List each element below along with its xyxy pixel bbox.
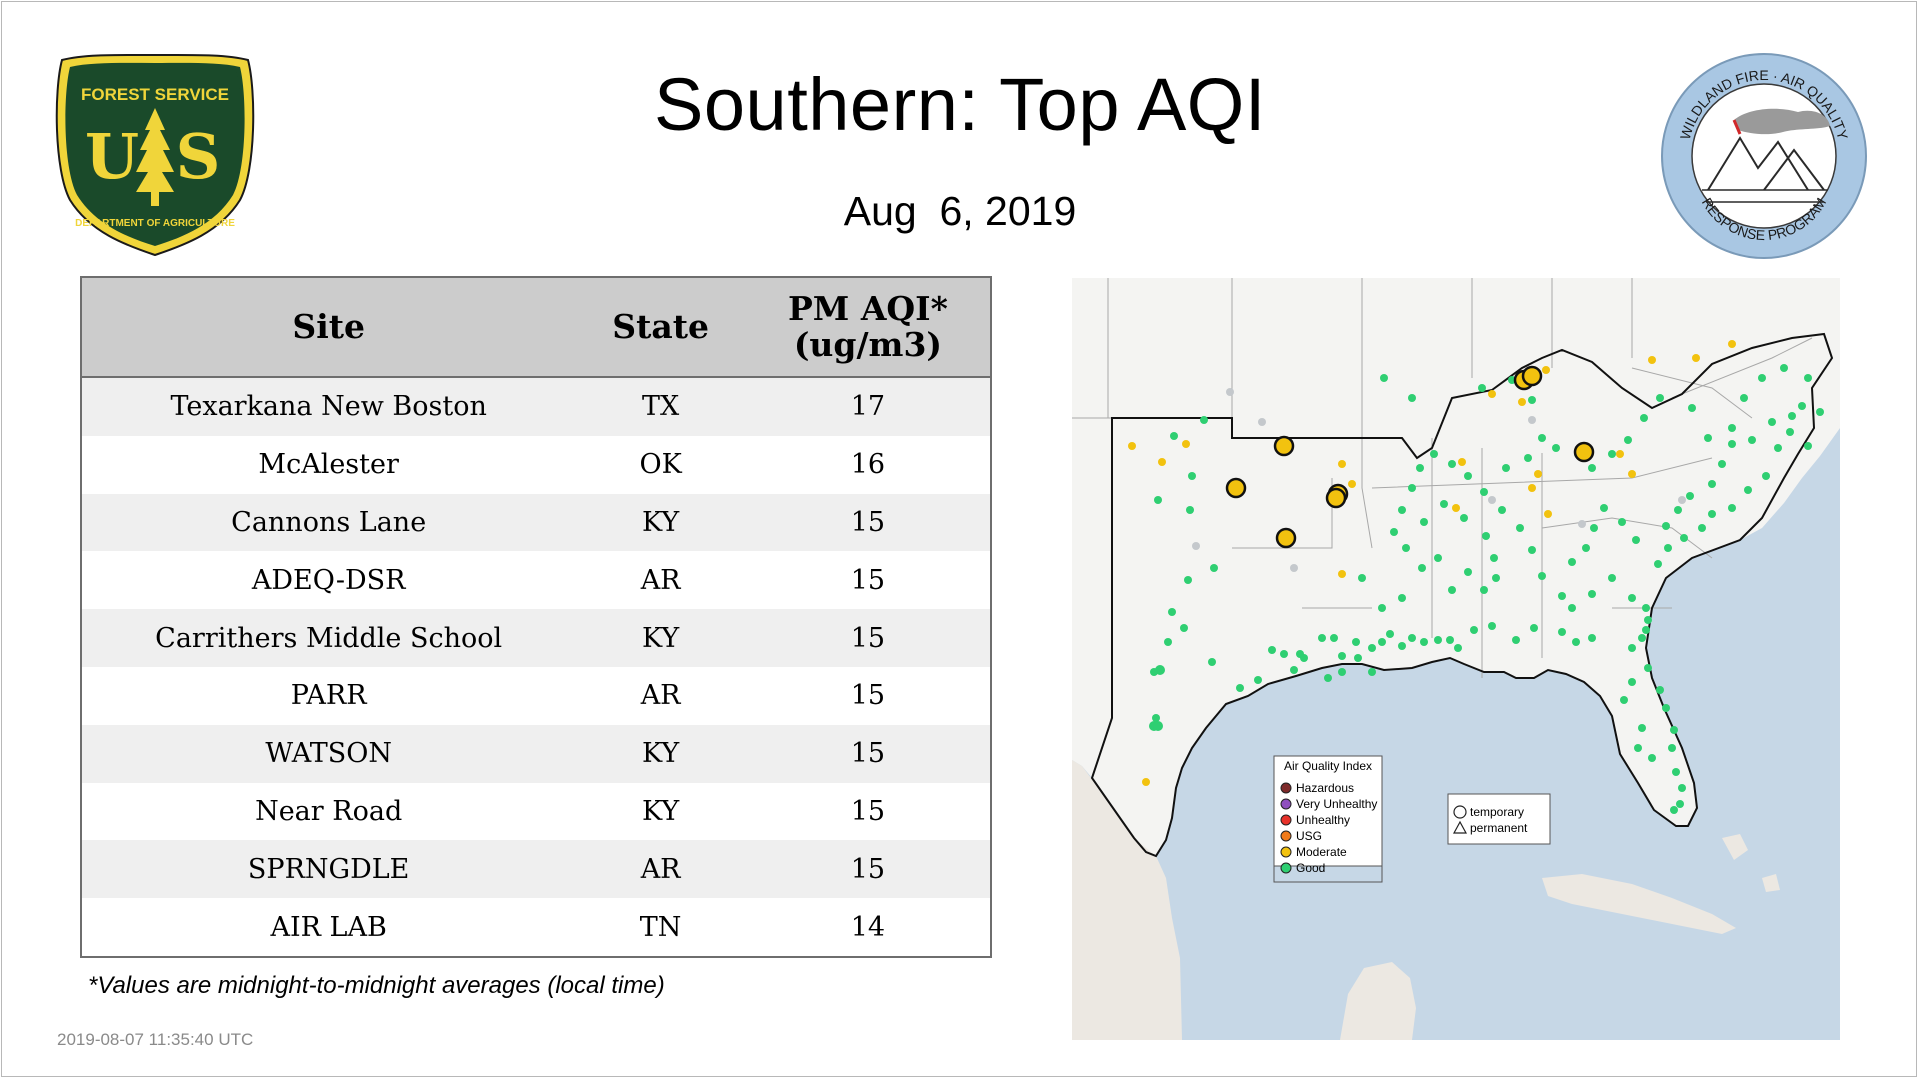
table-row: AIR LAB TN 14 <box>81 898 991 957</box>
top-aqi-site-markers <box>1225 365 1595 549</box>
state-cell: AR <box>575 551 746 610</box>
state-cell: TN <box>575 898 746 957</box>
bahamas-landmass <box>1722 834 1780 892</box>
state-cell: KY <box>575 724 746 783</box>
site-cell: Texarkana New Boston <box>81 377 576 436</box>
averages-footnote: *Values are midnight-to-midnight average… <box>88 972 665 999</box>
aqi-legend-border <box>1273 755 1383 883</box>
moderate-swatch <box>1280 846 1292 858</box>
site-cell: WATSON <box>81 724 576 783</box>
table-row: McAlester OK 16 <box>81 435 991 494</box>
site-cell: Near Road <box>81 782 576 841</box>
aqi-cell: 15 <box>745 840 991 899</box>
svg-text:S: S <box>176 120 221 193</box>
table-row: WATSON KY 15 <box>81 724 991 783</box>
state-cell: AR <box>575 666 746 725</box>
good-site-markers <box>1149 364 1824 814</box>
state-cell: TX <box>575 377 746 436</box>
table-row: SPRNGDLE AR 15 <box>81 840 991 899</box>
site-cell: Carrithers Middle School <box>81 609 576 667</box>
usg-swatch <box>1280 830 1292 842</box>
aqi-cell: 15 <box>745 782 991 841</box>
state-cell: KY <box>575 493 746 552</box>
table-row: Near Road KY 15 <box>81 782 991 841</box>
table-header-row: Site State PM AQI* (ug/m3) <box>81 277 991 378</box>
unhealthy-swatch <box>1280 814 1292 826</box>
table-row: Cannons Lane KY 15 <box>81 493 991 552</box>
aqi-cell: 15 <box>745 609 991 667</box>
svg-text:U: U <box>85 120 139 193</box>
shape-legend: temporary permanent <box>1447 793 1551 845</box>
aqi-cell: 15 <box>745 493 991 552</box>
state-cell: OK <box>575 435 746 494</box>
yucatan-landmass <box>1340 962 1416 1040</box>
southern-region-outline <box>1090 332 1834 858</box>
aqi-legend-box <box>1273 755 1383 867</box>
moderate-site-markers <box>1128 340 1736 786</box>
site-cell: SPRNGDLE <box>81 840 576 899</box>
column-header-state: State <box>575 277 746 378</box>
state-cell: AR <box>575 840 746 899</box>
page-title: Southern: Top AQI <box>654 63 1266 146</box>
unhealthy-label: Unhealthy <box>1296 813 1350 827</box>
aqi-cell: 16 <box>745 435 991 494</box>
aqi-legend: Air Quality Index Hazardous Very Unhealt… <box>1273 755 1383 875</box>
site-cell: PARR <box>81 666 576 725</box>
svg-text:FOREST SERVICE: FOREST SERVICE <box>81 85 229 104</box>
report-date: Aug 6, 2019 <box>843 188 1077 234</box>
site-cell: ADEQ-DSR <box>81 551 576 610</box>
temporary-circle-icon <box>1453 805 1467 819</box>
table-row: PARR AR 15 <box>81 666 991 725</box>
nodata-site-markers <box>1192 388 1686 572</box>
pm-aqi-header-line1: PM AQI* <box>787 289 948 328</box>
table-row: Carrithers Middle School KY 15 <box>81 609 991 667</box>
good-swatch <box>1280 862 1292 874</box>
shape-legend-box <box>1447 793 1551 845</box>
cuba-landmass <box>1542 874 1736 934</box>
very-unhealthy-swatch <box>1280 798 1292 810</box>
very-unhealthy-label: Very Unhealthy <box>1296 797 1377 811</box>
state-cell: KY <box>575 609 746 667</box>
site-cell: AIR LAB <box>81 898 576 957</box>
wildland-fire-air-quality-logo: WILDLAND FIRE · AIR QUALITY RESPONSE PRO… <box>1661 53 1867 259</box>
permanent-triangle-icon <box>1452 820 1468 834</box>
southern-aqi-map: Air Quality Index Hazardous Very Unhealt… <box>1072 278 1840 1040</box>
moderate-label: Moderate <box>1296 845 1347 859</box>
usg-label: USG <box>1296 829 1322 843</box>
column-header-site: Site <box>81 277 576 378</box>
svg-text:DEPARTMENT OF AGRICULTURE: DEPARTMENT OF AGRICULTURE <box>75 218 235 229</box>
top-aqi-table: Site State PM AQI* (ug/m3) Texarkana New… <box>80 276 992 958</box>
state-cell: KY <box>575 782 746 841</box>
table-row: Texarkana New Boston TX 17 <box>81 377 991 436</box>
aqi-cell: 15 <box>745 666 991 725</box>
aqi-cell: 17 <box>745 377 991 436</box>
aqi-cell: 14 <box>745 898 991 957</box>
temporary-label: temporary <box>1470 805 1524 819</box>
hazardous-label: Hazardous <box>1296 781 1354 795</box>
mexico-landmass <box>1072 760 1182 1040</box>
aqi-cell: 15 <box>745 724 991 783</box>
usfs-shield-logo: FOREST SERVICE U S DEPARTMENT OF AGRICUL… <box>55 53 255 257</box>
permanent-label: permanent <box>1470 821 1528 835</box>
generated-timestamp: 2019-08-07 11:35:40 UTC <box>57 1030 254 1049</box>
good-label: Good <box>1296 861 1325 875</box>
site-cell: Cannons Lane <box>81 493 576 552</box>
hazardous-swatch <box>1280 782 1292 794</box>
site-cell: McAlester <box>81 435 576 494</box>
table-row: ADEQ-DSR AR 15 <box>81 551 991 610</box>
aqi-legend-title: Air Quality Index <box>1284 759 1372 773</box>
pm-aqi-header-line2: (ug/m3) <box>793 325 943 364</box>
aqi-cell: 15 <box>745 551 991 610</box>
column-header-pm-aqi: PM AQI* (ug/m3) <box>745 277 991 378</box>
